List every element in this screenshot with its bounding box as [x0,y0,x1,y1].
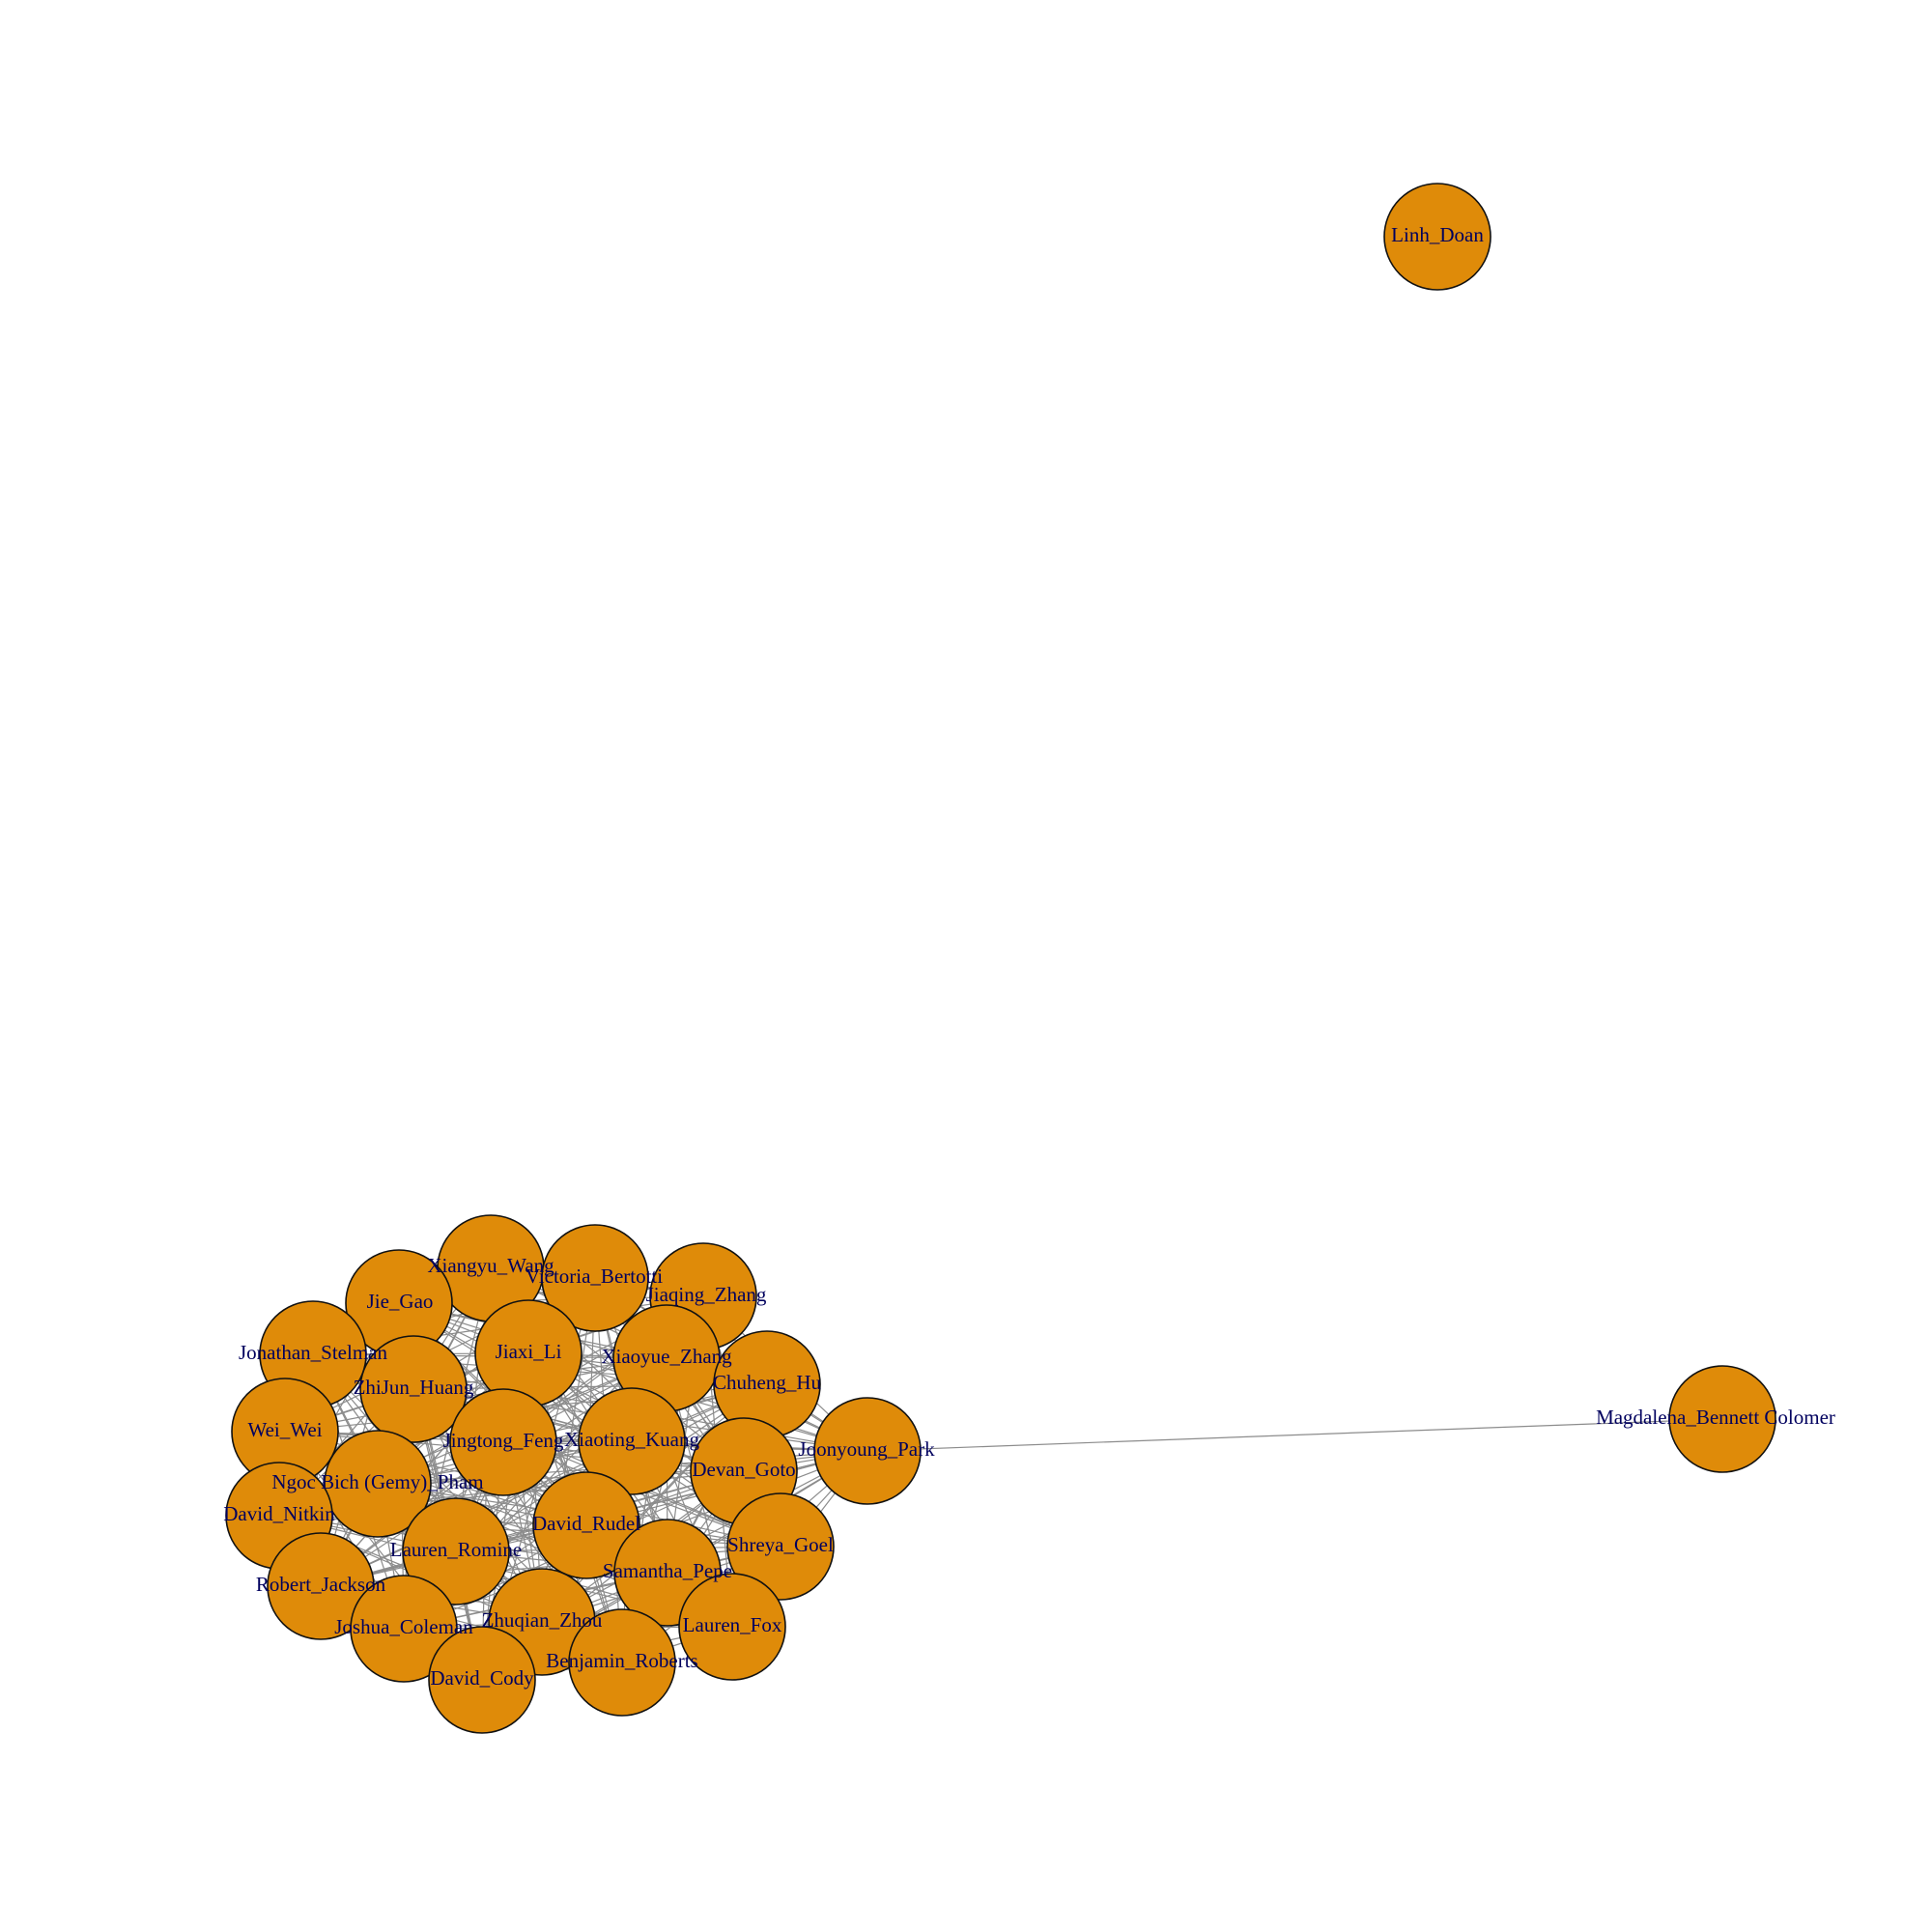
node-label-jonathan-stelman: Jonathan_Stelman [239,1341,387,1364]
edge-devan-goto-ngoc-bich-gemy-pham [377,1470,745,1485]
node-label-chuheng-hu: Chuheng_Hu [713,1371,821,1394]
node-label-david-cody: David_Cody [430,1666,534,1690]
node-label-robert-jackson: Robert_Jackson [256,1573,386,1596]
edge-xiaoyue-zhang-wei-wei [284,1357,668,1433]
node-label-zhuqian-zhou: Zhuqian_Zhou [482,1608,603,1632]
node-victoria-bertotti[interactable] [541,1224,649,1332]
node-david-cody[interactable] [428,1626,536,1734]
node-joonyoung-park[interactable] [813,1397,922,1505]
node-label-xiangyu-wang: Xiangyu_Wang [427,1254,554,1277]
node-label-jiaqing-zhang: Jiaqing_Zhang [646,1283,767,1306]
node-ngoc-bich-gemy-pham[interactable] [324,1430,432,1538]
node-layer: Linh_Doan Magdalena_Bennett Colomer Joonyo… [223,183,1835,1734]
edge-devan-goto-robert-jackson [320,1470,745,1587]
node-label-samantha-pepe: Samantha_Pepe [603,1559,732,1582]
node-benjamin-roberts[interactable] [568,1608,676,1717]
node-joshua-coleman[interactable] [350,1575,458,1683]
node-label-lauren-romine: Lauren_Romine [390,1538,522,1561]
node-label-shreya-goel: Shreya_Goel [727,1533,834,1556]
node-lauren-fox[interactable] [678,1573,786,1681]
node-label-xiaoyue-zhang: Xiaoyue_Zhang [601,1345,732,1368]
node-label-victoria-bertotti: Victoria_Bertotti [526,1264,663,1288]
node-label-benjamin-roberts: Benjamin_Roberts [546,1649,697,1672]
node-circles [225,183,1776,1734]
node-david-rudel[interactable] [532,1471,640,1579]
node-lauren-romine[interactable] [402,1497,510,1605]
node-shreya-goel[interactable] [726,1492,835,1601]
node-magdalena-bennett-colomer[interactable] [1668,1365,1776,1473]
node-zhijun-huang[interactable] [359,1335,468,1443]
node-label-joshua-coleman: Joshua_Coleman [334,1615,473,1638]
node-labels: Linh_Doan Magdalena_Bennett Colomer Joonyo… [223,223,1835,1690]
node-label-magdalena-bennett-colomer: Magdalena_Bennett Colomer [1596,1406,1835,1429]
node-label-ngoc-bich-gemy-pham: Ngoc Bich (Gemy)_Pham [271,1470,483,1493]
node-label-wei-wei: Wei_Wei [247,1418,322,1441]
node-linh-doan[interactable] [1383,183,1492,291]
edge-chuheng-hu-robert-jackson [320,1383,768,1587]
edge-chuheng-hu-ngoc-bich-gemy-pham [377,1383,768,1485]
node-label-devan-goto: Devan_Goto [692,1458,795,1481]
node-label-xiaoting-kuang: Xiaoting_Kuang [564,1428,699,1451]
node-label-linh-doan: Linh_Doan [1391,223,1484,246]
node-label-lauren-fox: Lauren_Fox [683,1613,782,1636]
node-label-david-rudel: David_Rudel [532,1512,640,1535]
node-label-jingtong-feng: Jingtong_Feng [443,1429,564,1452]
node-label-david-nitkin: David_Nitkin [223,1502,335,1525]
node-label-jiaxi-li: Jiaxi_Li [496,1340,562,1363]
node-xiaoting-kuang[interactable] [578,1387,686,1495]
node-label-zhijun-huang: ZhiJun_Huang [354,1376,474,1399]
node-label-jie-gao: Jie_Gao [367,1290,434,1313]
node-jingtong-feng[interactable] [449,1388,557,1496]
edge-joonyoung-park-magdalena-bennett-colomer [867,1418,1723,1452]
node-label-joonyoung-park: Joonyoung_Park [798,1437,935,1461]
